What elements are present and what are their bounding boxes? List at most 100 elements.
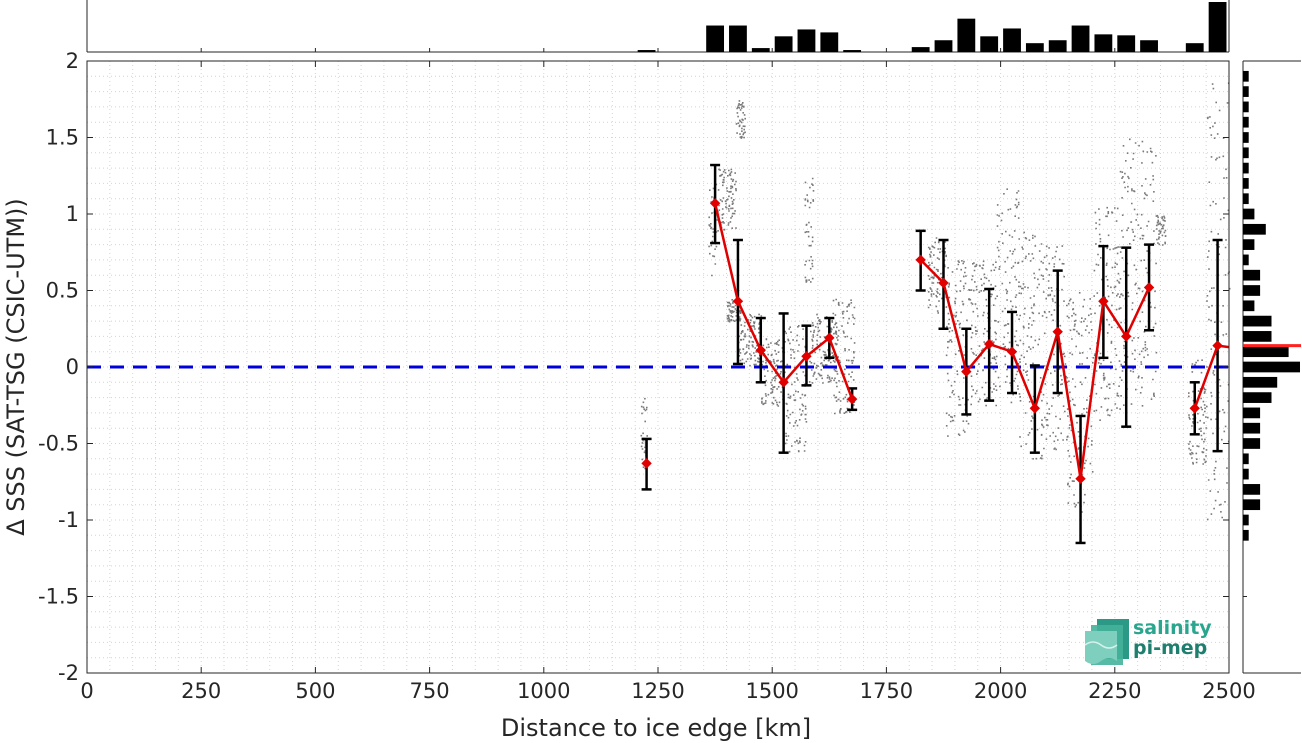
y-tick-label: -1	[58, 508, 79, 532]
side-histogram	[1242, 60, 1301, 674]
data-point	[824, 332, 835, 344]
data-point	[961, 366, 972, 377]
scatter-cluster	[804, 177, 815, 283]
top-histogram-bar	[637, 50, 656, 52]
data-point	[938, 277, 949, 289]
data-point	[1098, 296, 1109, 307]
side-histogram-bar	[1243, 514, 1249, 526]
data-point	[983, 338, 995, 350]
top-histogram-bar	[751, 48, 770, 52]
top-histogram-bar	[1025, 43, 1044, 52]
x-axis-label: Distance to ice edge [km]	[501, 714, 811, 742]
x-tick-label: 1250	[631, 679, 684, 703]
side-histogram-bar	[1243, 376, 1278, 388]
x-axis-ticks: 0 250 500 750 1000 1250 1500 1750 2000 2250 2500	[80, 61, 1256, 703]
logo-line2: pi-mep	[1133, 637, 1207, 659]
top-histogram-bar	[820, 32, 839, 52]
top-histogram-bar	[729, 25, 747, 52]
scatter-cluster	[945, 260, 970, 437]
scatter-cluster	[717, 168, 737, 231]
y-tick-label: 0	[66, 355, 79, 379]
top-histogram-bar	[774, 36, 793, 52]
x-tick-label: 2250	[1088, 679, 1141, 703]
data-point	[778, 377, 789, 388]
top-histogram-bar	[980, 36, 999, 52]
y-tick-label: -1.5	[38, 585, 79, 609]
side-histogram-bar	[1243, 499, 1261, 511]
side-histogram-bar	[1243, 269, 1261, 281]
x-tick-label: 250	[181, 679, 221, 703]
y-axis-ticks: -2 -1.5 -1 -0.5 0 0.5 1 1.5 2	[38, 49, 1229, 685]
x-tick-label: 750	[410, 679, 450, 703]
side-histogram-bar	[1243, 484, 1261, 495]
side-histogram-bar	[1243, 132, 1249, 143]
top-histogram-bar	[957, 18, 976, 53]
data-point	[1006, 346, 1018, 357]
scatter-cluster	[738, 313, 763, 368]
data-point	[846, 393, 858, 405]
top-histogram-bar	[1003, 28, 1021, 52]
top-histogram-bar	[1185, 43, 1204, 52]
side-histogram-bar	[1243, 70, 1249, 82]
data-point	[1189, 403, 1200, 414]
scatter-cluster	[1188, 359, 1208, 465]
data-point	[1212, 340, 1223, 351]
side-histogram-bar	[1243, 392, 1272, 403]
side-histogram-bar	[1243, 422, 1261, 434]
series-markers	[641, 198, 1223, 484]
top-histogram	[86, 0, 1230, 53]
side-histogram-bar	[1243, 438, 1261, 449]
side-histogram-bar	[1243, 116, 1249, 128]
scatter-cluster	[1119, 138, 1158, 407]
side-histogram-bar	[1243, 529, 1249, 541]
data-point	[1029, 403, 1041, 414]
top-histogram-bar	[797, 29, 816, 52]
top-histogram-bar	[1048, 40, 1067, 52]
side-histogram-bar	[1243, 315, 1272, 327]
side-histogram-bar	[1243, 361, 1300, 373]
side-histogram-bar	[1243, 178, 1249, 189]
y-tick-label: 0.5	[46, 279, 79, 303]
side-histogram-bar	[1243, 346, 1289, 358]
data-point	[1075, 473, 1086, 484]
side-histogram-bar	[1243, 331, 1272, 342]
y-tick-label: 2	[66, 49, 79, 73]
side-histogram-bar	[1243, 208, 1255, 220]
data-point	[1121, 331, 1132, 342]
x-tick-label: 1500	[745, 679, 798, 703]
data-point	[709, 198, 721, 209]
side-histogram-bar	[1243, 285, 1261, 296]
top-histogram-bar	[911, 47, 930, 52]
y-tick-label: -0.5	[38, 432, 79, 456]
y-axis-label: Δ SSS (SAT-TSG (CSIC-UTM))	[2, 198, 30, 536]
side-histogram-bar	[1243, 101, 1249, 113]
side-histogram-bar	[1243, 162, 1249, 174]
data-point	[1052, 326, 1063, 338]
x-tick-label: 2500	[1202, 679, 1255, 703]
x-tick-label: 500	[295, 679, 335, 703]
top-histogram-bar	[1094, 34, 1113, 52]
logo-line1: salinity	[1133, 617, 1212, 639]
scatter-cluster	[1155, 214, 1167, 246]
side-histogram-bar	[1243, 147, 1249, 159]
side-histogram-bar	[1243, 239, 1255, 250]
side-histogram-bar	[1243, 300, 1255, 312]
top-histogram-bar	[1117, 35, 1136, 52]
y-tick-label: 1.5	[46, 126, 79, 150]
x-tick-label: 2000	[974, 679, 1027, 703]
top-histogram-bar	[1140, 40, 1158, 52]
x-tick-label: 1000	[517, 679, 570, 703]
side-histogram-bar	[1243, 254, 1249, 266]
top-histogram-bar	[1071, 25, 1090, 52]
data-point	[641, 458, 652, 469]
y-tick-label: -2	[58, 661, 79, 685]
data-point	[915, 254, 926, 266]
logo-waves-icon	[1084, 619, 1129, 665]
side-histogram-bar	[1243, 193, 1249, 205]
data-point	[801, 351, 812, 362]
top-histogram-bar	[843, 50, 862, 52]
data-point	[1143, 282, 1155, 293]
data-point	[732, 296, 744, 307]
side-histogram-bar	[1243, 223, 1266, 235]
